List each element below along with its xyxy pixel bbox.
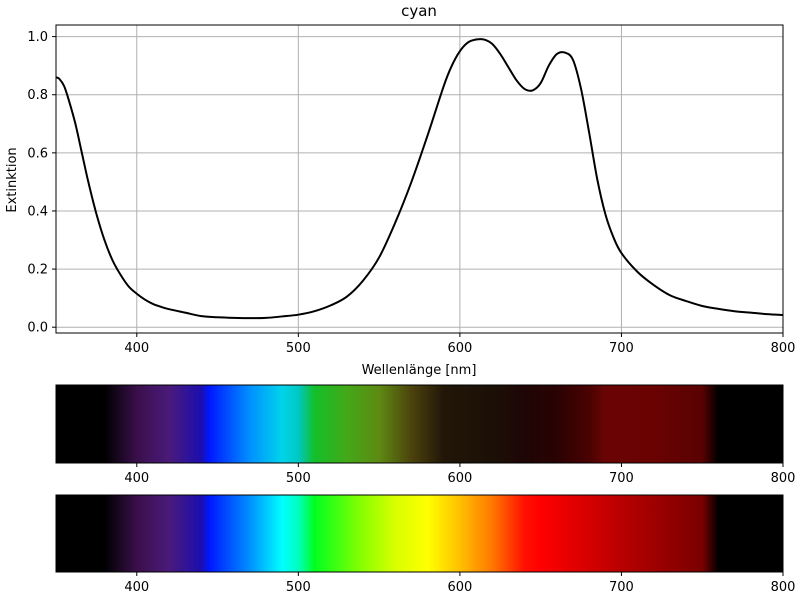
absorbance-line xyxy=(55,38,784,320)
strip-tick-label: 400 xyxy=(124,580,149,595)
chart-title: cyan xyxy=(401,2,437,20)
x-tick-label: 700 xyxy=(609,341,634,356)
filtered-spectrum-bar xyxy=(55,384,784,464)
strip-tick-label: 600 xyxy=(447,580,472,595)
strip-tick-label: 500 xyxy=(286,471,311,486)
y-tick-label: 0.4 xyxy=(27,204,48,219)
x-tick-label: 500 xyxy=(286,341,311,356)
strip-tick-label: 800 xyxy=(771,471,796,486)
strip-tick-label: 500 xyxy=(286,580,311,595)
strip-tick-label: 800 xyxy=(771,580,796,595)
y-tick-label: 0.2 xyxy=(27,263,48,278)
y-tick-label: 0.6 xyxy=(27,146,48,161)
visible-spectrum-ticks: 400 500 600 700 800 xyxy=(124,572,795,595)
y-axis-label: Extinktion xyxy=(5,147,20,212)
absorbance-chart: cyan 400 500 600 700 800 0.00.20.40.60.81.0 … xyxy=(5,2,795,378)
x-axis-ticks: 400 500 600 700 800 xyxy=(124,333,795,356)
strip-tick-label: 400 xyxy=(124,471,149,486)
visible-spectrum-bar xyxy=(55,494,784,573)
strip-tick-label: 600 xyxy=(447,471,472,486)
strip-tick-label: 700 xyxy=(609,471,634,486)
x-tick-label: 800 xyxy=(771,341,796,356)
filtered-spectrum-strip: 400 500 600 700 800 xyxy=(55,384,795,486)
y-tick-label: 1.0 xyxy=(27,30,48,45)
filtered-spectrum-ticks: 400 500 600 700 800 xyxy=(124,463,795,486)
x-axis-label: Wellenlänge [nm] xyxy=(362,363,477,378)
y-tick-label: 0.8 xyxy=(27,88,48,103)
x-tick-label: 400 xyxy=(124,341,149,356)
y-tick-label: 0.0 xyxy=(27,321,48,336)
plot-frame xyxy=(55,24,784,334)
x-tick-label: 600 xyxy=(447,341,472,356)
strip-tick-label: 700 xyxy=(609,580,634,595)
y-axis-ticks: 0.0 0.2 0.4 0.6 0.8 1.0 xyxy=(27,30,56,336)
visible-spectrum-strip: 400 500 600 700 800 xyxy=(55,494,795,595)
grid xyxy=(56,25,783,333)
